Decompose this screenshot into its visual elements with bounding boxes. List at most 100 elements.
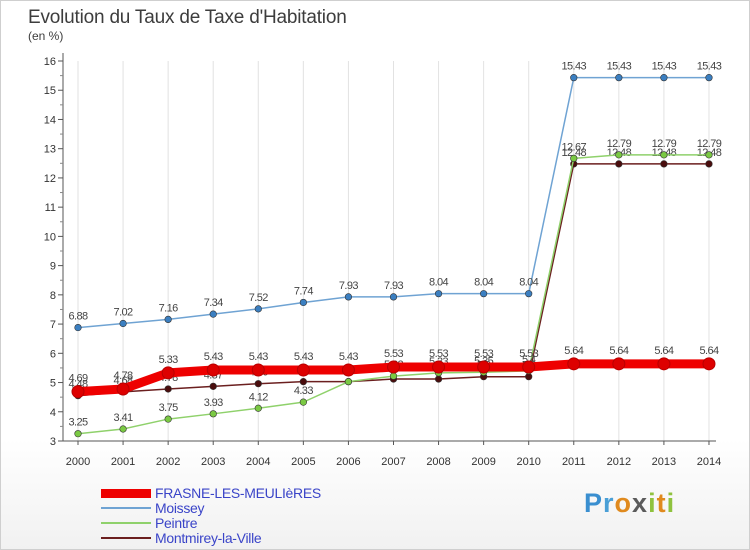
data-point (299, 378, 307, 386)
y-tick-label: 7 (50, 319, 56, 331)
data-label: 5.53 (474, 348, 493, 360)
data-point (705, 74, 713, 82)
data-point (251, 363, 265, 377)
data-label: 8.04 (474, 277, 493, 289)
data-label: 5.64 (564, 345, 583, 357)
y-tick-label: 8 (50, 290, 56, 302)
data-point (702, 357, 716, 371)
x-tick-label: 2006 (336, 456, 360, 468)
data-label: 5.43 (294, 351, 313, 363)
logo-letter: x (632, 488, 649, 518)
data-label: 5.43 (204, 351, 223, 363)
logo-letter: i (648, 488, 657, 518)
x-tick-label: 2007 (381, 456, 405, 468)
data-point (206, 363, 220, 377)
data-label: 15.43 (697, 61, 722, 73)
y-tick-label: 16 (44, 56, 56, 68)
data-label: 4.12 (249, 391, 268, 403)
data-label: 5.53 (429, 348, 448, 360)
data-point (164, 415, 172, 423)
data-point (434, 290, 443, 298)
data-label: 15.43 (607, 61, 632, 73)
data-label: 8.04 (429, 277, 448, 289)
data-label: 5.43 (339, 351, 358, 363)
x-tick-label: 2003 (201, 456, 225, 468)
data-point (116, 382, 130, 396)
data-point (341, 363, 355, 377)
data-label: 7.93 (384, 280, 403, 292)
y-tick-label: 4 (50, 407, 56, 419)
data-point (434, 375, 443, 383)
y-tick-label: 12 (44, 173, 56, 185)
data-point (660, 151, 668, 159)
data-label: 3.25 (68, 417, 87, 429)
data-point (299, 298, 307, 307)
data-label: 12.79 (607, 138, 632, 150)
data-label: 15.43 (562, 61, 587, 73)
x-tick-label: 2002 (156, 456, 180, 468)
data-point (209, 310, 217, 318)
data-point (615, 151, 623, 159)
data-point (522, 360, 536, 374)
data-point (71, 385, 85, 399)
legend-swatch (101, 522, 151, 524)
x-tick-label: 2005 (291, 456, 315, 468)
data-label: 7.02 (114, 306, 133, 318)
data-point (209, 382, 217, 390)
data-point (389, 372, 398, 380)
y-tick-label: 6 (50, 348, 56, 360)
legend-swatch (101, 489, 151, 498)
data-point (119, 425, 127, 433)
data-point (254, 404, 262, 412)
y-tick-label: 9 (50, 261, 56, 273)
x-tick-label: 2009 (471, 456, 495, 468)
data-label: 4.78 (114, 370, 133, 382)
data-label: 4.33 (294, 385, 313, 397)
data-point (570, 74, 578, 82)
logo-letter: i (666, 488, 676, 518)
data-point (615, 160, 623, 168)
x-tick-label: 2004 (246, 456, 270, 468)
data-point (296, 363, 310, 377)
data-point (254, 380, 262, 388)
y-tick-label: 15 (44, 85, 56, 97)
data-point (432, 360, 446, 374)
data-point (705, 160, 713, 168)
data-label: 6.88 (68, 311, 87, 323)
data-label: 3.93 (204, 397, 223, 409)
data-point (344, 293, 353, 301)
chart-title: Evolution du Taux de Taxe d'Habitation (28, 7, 347, 28)
y-tick-label: 5 (50, 378, 56, 390)
data-point (660, 74, 668, 82)
data-point (567, 357, 581, 371)
data-label: 7.74 (294, 285, 313, 297)
y-tick-label: 10 (44, 231, 56, 243)
x-tick-label: 2011 (562, 456, 586, 468)
data-point (525, 290, 533, 298)
data-label: 5.43 (249, 351, 268, 363)
data-label: 5.64 (654, 345, 673, 357)
data-point (386, 360, 400, 374)
data-label: 12.48 (562, 147, 587, 159)
data-point (119, 319, 127, 328)
y-tick-label: 3 (50, 436, 56, 448)
x-tick-label: 2010 (516, 456, 540, 468)
data-label: 15.43 (652, 61, 677, 73)
data-label: 5.64 (699, 345, 718, 357)
data-point (657, 357, 671, 371)
data-point (161, 366, 175, 380)
legend-label: Montmirey-la-Ville (155, 530, 262, 546)
data-label: 12.79 (652, 138, 677, 150)
data-point (705, 151, 713, 159)
legend-label: Peintre (155, 515, 198, 531)
y-tick-label: 13 (44, 144, 56, 156)
x-tick-label: 2013 (652, 456, 676, 468)
data-point (254, 305, 262, 313)
x-tick-label: 2012 (607, 456, 631, 468)
data-label: 4.69 (68, 373, 87, 385)
logo-letter: t (656, 488, 667, 518)
data-label: 12.67 (562, 141, 587, 153)
x-tick-label: 2000 (66, 456, 90, 468)
proxiti-logo: Proxiti (584, 488, 675, 519)
